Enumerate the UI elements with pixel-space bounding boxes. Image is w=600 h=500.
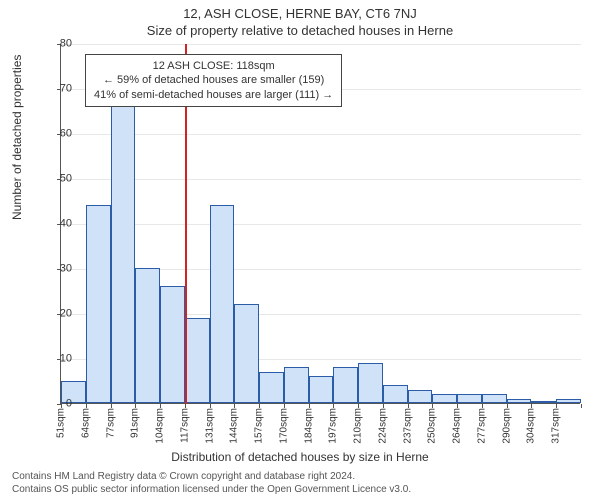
- xtick-label: 131sqm: [204, 408, 215, 444]
- histogram-bar: [358, 363, 383, 404]
- xtick-label: 264sqm: [452, 408, 463, 444]
- histogram-bar: [160, 286, 185, 403]
- xtick-mark: [581, 404, 582, 408]
- ytick-label: 50: [42, 174, 72, 185]
- x-axis-label: Distribution of detached houses by size …: [0, 450, 600, 464]
- histogram-bar: [556, 399, 581, 404]
- histogram-bar: [383, 385, 408, 403]
- xtick-label: 144sqm: [229, 408, 240, 444]
- histogram-bar: [432, 394, 457, 403]
- grid-line: [61, 44, 581, 45]
- title-subtitle: Size of property relative to detached ho…: [0, 21, 600, 38]
- histogram-bar: [333, 367, 358, 403]
- histogram-bar: [259, 372, 284, 404]
- plot-area: 51sqm64sqm77sqm91sqm104sqm117sqm131sqm14…: [60, 44, 580, 404]
- xtick-label: 290sqm: [501, 408, 512, 444]
- title-address: 12, ASH CLOSE, HERNE BAY, CT6 7NJ: [0, 0, 600, 21]
- xtick-label: 51sqm: [56, 408, 67, 438]
- ytick-label: 30: [42, 264, 72, 275]
- xtick-label: 64sqm: [80, 408, 91, 438]
- xtick-label: 304sqm: [526, 408, 537, 444]
- ytick-label: 0: [42, 399, 72, 410]
- ytick-label: 60: [42, 129, 72, 140]
- histogram-bar: [507, 399, 532, 404]
- histogram-bar: [408, 390, 433, 404]
- ytick-label: 40: [42, 219, 72, 230]
- histogram-bar: [284, 367, 309, 403]
- histogram-bar: [531, 401, 556, 403]
- ytick-label: 20: [42, 309, 72, 320]
- histogram-bar: [185, 318, 210, 404]
- xtick-label: 104sqm: [155, 408, 166, 444]
- xtick-label: 224sqm: [377, 408, 388, 444]
- y-axis-label: Number of detached properties: [10, 55, 24, 220]
- xtick-label: 317sqm: [551, 408, 562, 444]
- xtick-label: 250sqm: [427, 408, 438, 444]
- histogram-bar: [234, 304, 259, 403]
- footnote-line2: Contains OS public sector information li…: [12, 483, 411, 496]
- grid-line: [61, 179, 581, 180]
- xtick-label: 184sqm: [303, 408, 314, 444]
- histogram-bar: [86, 205, 111, 403]
- info-box-line-1: 12 ASH CLOSE: 118sqm: [94, 59, 333, 73]
- xtick-label: 210sqm: [353, 408, 364, 444]
- xtick-label: 197sqm: [328, 408, 339, 444]
- grid-line: [61, 224, 581, 225]
- footnote: Contains HM Land Registry data © Crown c…: [12, 470, 411, 496]
- info-box-line-2: ← 59% of detached houses are smaller (15…: [94, 73, 333, 87]
- xtick-label: 117sqm: [179, 408, 190, 443]
- info-box-line-3: 41% of semi-detached houses are larger (…: [94, 88, 333, 102]
- histogram-bar: [482, 394, 507, 403]
- ytick-label: 70: [42, 84, 72, 95]
- xtick-label: 170sqm: [278, 408, 289, 444]
- histogram-bar: [309, 376, 334, 403]
- footnote-line1: Contains HM Land Registry data © Crown c…: [12, 470, 411, 483]
- info-box: 12 ASH CLOSE: 118sqm← 59% of detached ho…: [85, 54, 342, 107]
- xtick-label: 237sqm: [402, 408, 413, 444]
- histogram-bar: [135, 268, 160, 403]
- xtick-label: 91sqm: [130, 408, 141, 438]
- ytick-label: 80: [42, 39, 72, 50]
- ytick-label: 10: [42, 354, 72, 365]
- chart-area: 51sqm64sqm77sqm91sqm104sqm117sqm131sqm14…: [60, 44, 580, 404]
- histogram-bar: [111, 106, 136, 403]
- histogram-bar: [210, 205, 235, 403]
- grid-line: [61, 134, 581, 135]
- xtick-label: 157sqm: [254, 408, 265, 444]
- xtick-label: 77sqm: [105, 408, 116, 438]
- xtick-label: 277sqm: [476, 408, 487, 444]
- histogram-bar: [457, 394, 482, 403]
